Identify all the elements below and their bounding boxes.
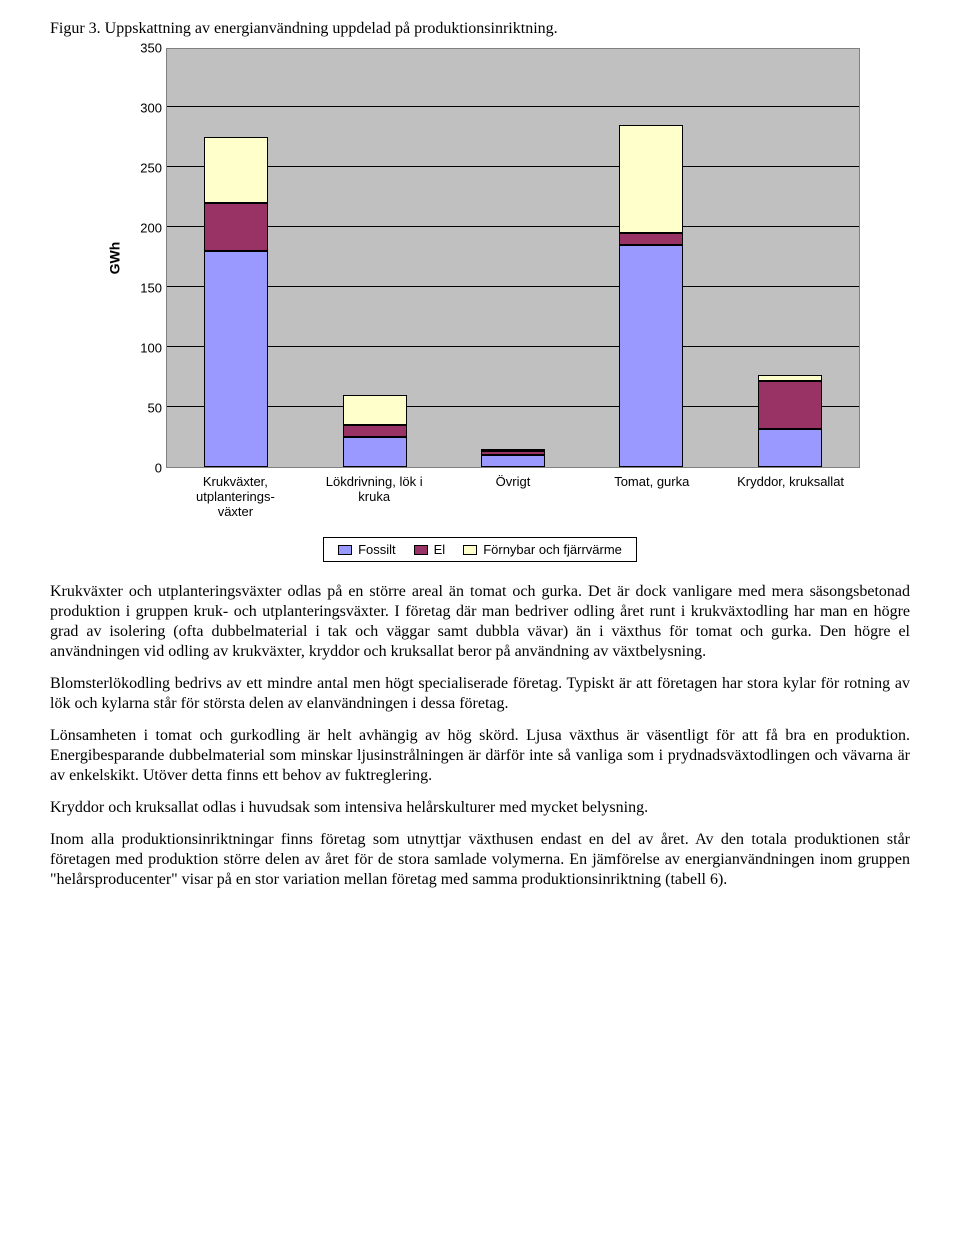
chart-plot-area	[166, 48, 860, 468]
chart-bar	[619, 125, 683, 467]
chart-ytick-label: 250	[140, 161, 162, 176]
chart-bar-segment	[343, 425, 407, 437]
chart-ytick-label: 350	[140, 41, 162, 56]
chart-bar-segment	[481, 455, 545, 467]
chart-legend-label: Fossilt	[358, 542, 396, 557]
chart-yticks: 050100150200250300350	[128, 48, 166, 468]
chart-bar	[204, 137, 268, 467]
chart-ytick-label: 200	[140, 221, 162, 236]
chart-ytick-label: 50	[148, 401, 162, 416]
chart-xaxis: Krukväxter, utplanterings- växter Lökdriv…	[166, 474, 860, 519]
chart-bar-segment	[204, 251, 268, 467]
chart-ytick-label: 150	[140, 281, 162, 296]
chart-ytick-label: 300	[140, 101, 162, 116]
paragraph: Inom alla produktionsinriktningar finns …	[50, 830, 910, 890]
chart-xlabel: Kryddor, kruksallat	[731, 474, 851, 519]
chart-xlabel: Tomat, gurka	[592, 474, 712, 519]
chart-bar-segment	[619, 233, 683, 245]
chart-xlabel: Lökdrivning, lök i kruka	[314, 474, 434, 519]
chart-bar-segment	[758, 381, 822, 429]
chart-legend-swatch	[338, 545, 352, 555]
chart-bar-segment	[619, 125, 683, 233]
chart-ytick-label: 0	[155, 461, 162, 476]
chart-bar-slot	[335, 49, 415, 467]
paragraph: Kryddor och kruksallat odlas i huvudsak …	[50, 798, 910, 818]
chart-bar-slot	[750, 49, 830, 467]
chart-bar-slot	[473, 49, 553, 467]
energy-chart: GWh 050100150200250300350 Krukväxter, ut…	[100, 48, 860, 562]
chart-bar	[758, 375, 822, 467]
chart-bar	[343, 395, 407, 467]
chart-bar-segment	[204, 203, 268, 251]
body-text: Krukväxter och utplanteringsväxter odlas…	[50, 582, 910, 890]
chart-ytick-label: 100	[140, 341, 162, 356]
chart-bar-slot	[611, 49, 691, 467]
chart-legend-label: Förnybar och fjärrvärme	[483, 542, 622, 557]
chart-legend-swatch	[414, 545, 428, 555]
chart-bar	[481, 449, 545, 467]
chart-bar-segment	[619, 245, 683, 467]
chart-legend: Fossilt El Förnybar och fjärrvärme	[323, 537, 637, 562]
chart-legend-item: El	[414, 542, 446, 557]
chart-bar-segment	[343, 395, 407, 425]
chart-bar-segment	[343, 437, 407, 467]
chart-bar-segment	[758, 429, 822, 467]
chart-ylabel: GWh	[106, 242, 122, 275]
chart-xlabel: Övrigt	[453, 474, 573, 519]
paragraph: Blomsterlökodling bedrivs av ett mindre …	[50, 674, 910, 714]
chart-legend-label: El	[434, 542, 446, 557]
chart-legend-item: Fossilt	[338, 542, 396, 557]
chart-xlabel: Krukväxter, utplanterings- växter	[175, 474, 295, 519]
paragraph: Krukväxter och utplanteringsväxter odlas…	[50, 582, 910, 662]
chart-legend-swatch	[463, 545, 477, 555]
figure-caption: Figur 3. Uppskattning av energianvändnin…	[50, 20, 910, 38]
paragraph: Lönsamheten i tomat och gurkodling är he…	[50, 726, 910, 786]
chart-legend-item: Förnybar och fjärrvärme	[463, 542, 622, 557]
chart-bar-segment	[204, 137, 268, 203]
chart-bar-slot	[196, 49, 276, 467]
